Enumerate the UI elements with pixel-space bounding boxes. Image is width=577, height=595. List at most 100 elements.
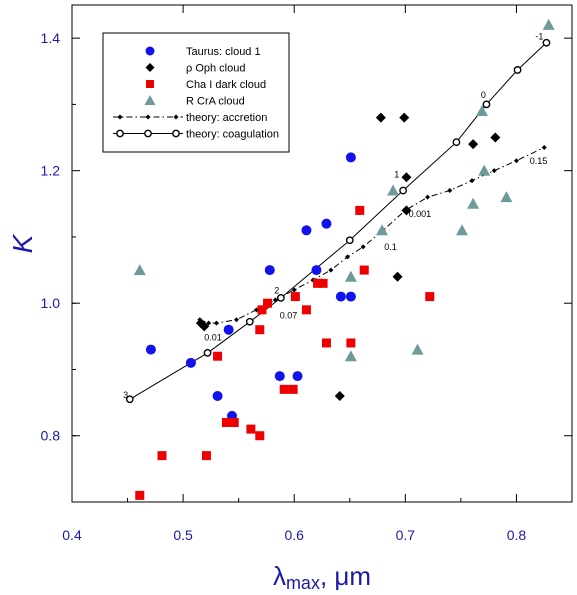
cha-i-point [346,338,356,348]
taurus-point [185,357,196,368]
coagulation-point [542,38,551,47]
taurus-point [345,152,356,163]
cha-i-point [359,265,369,275]
legend-line-marker-accretion [145,114,151,120]
x-tick-label: 0.4 [62,527,82,543]
cha-i-point [318,278,328,288]
x-axis-label-unit: , μm [320,561,371,591]
r-cra-point [478,164,491,176]
annotation-label: 1 [394,169,399,179]
r-cra-point [387,184,400,196]
annotation-label: 0.07 [280,310,298,320]
y-tick-label: 1.4 [41,30,61,46]
coagulation-point [203,348,212,357]
coagulation-point [513,66,522,74]
accretion-point [206,320,212,326]
cha-i-point [229,417,239,427]
accretion-point [491,168,497,174]
r-cra-point [476,105,488,117]
legend-line-marker-coagulation [144,129,152,138]
taurus-point [223,324,234,335]
legend-label-accretion: theory: accretion [186,112,267,124]
accretion-point [469,178,475,184]
rho-oph-point [401,205,412,216]
cha-i-point [255,325,265,335]
rho-oph-point [199,321,210,332]
x-tick-label: 0.5 [173,527,193,543]
accretion-point [447,188,453,194]
coagulation-point [345,236,354,245]
cha-i-point [321,338,331,348]
coagulation-point [125,395,134,404]
annotations: 3 0.01 2 0.07 0.1 0.001 1 0 0.15 -1 [123,31,547,400]
cha-i-point [221,417,231,427]
legend-label-rho-oph-point: ρ Oph cloud [186,63,245,75]
cha-i-point [201,451,211,461]
y-tick-labels: 0.8 1.0 1.2 1.4 [41,30,61,444]
accretion-point [360,244,366,250]
legend: Taurus: cloud 1 ρ Oph cloud Cha I dark clo… [102,32,290,153]
legend-marker-rho-oph-point [145,63,155,72]
x-tick-label: 0.6 [284,527,304,543]
cha-i-point [313,278,323,288]
axis-ticks [71,5,572,503]
x-tick-label: 0.8 [507,527,527,543]
annotation-label: 3 [123,390,128,400]
accretion-point [513,158,519,164]
cha-i-point [255,431,265,441]
x-axis-label-sub: max [286,573,320,593]
annotation-label: 0.15 [530,156,548,166]
taurus-point [345,291,356,302]
coagulation-point [245,317,254,326]
r-cra-point [344,350,357,362]
annotation-label: 0.01 [204,332,222,342]
x-axis-label-main: λ [273,561,286,591]
plot-frame [71,4,573,503]
cha-i-point [257,305,267,315]
legend-label-taurus-point: Taurus: cloud 1 [186,46,261,58]
accretion-point [291,287,297,293]
rho-oph-point [468,139,479,150]
r-cra-point [411,343,424,355]
rho-oph-point [399,112,410,123]
annotation-label: 2 [274,285,279,295]
cha-i-point [301,305,311,315]
accretion-point [272,297,278,303]
legend-label-coagulation: theory: coagulation [186,129,279,141]
taurus-point [274,371,285,382]
r-cra-point [456,224,468,236]
cha-i-point [425,292,435,302]
rho-oph-point [334,390,345,401]
legend-line-marker-accretion [173,114,179,120]
x-axis-label: λmax, μm [273,561,371,593]
cha-i-point [288,384,298,394]
accretion-point [541,144,547,150]
x-tick-labels: 0.4 0.5 0.6 0.7 0.8 [62,527,526,543]
accretion-line [199,147,545,324]
y-tick-label: 1.2 [41,163,61,179]
taurus-point [311,265,322,276]
legend-line-marker-accretion [117,114,123,120]
taurus-point [145,344,156,355]
rho-oph-point [490,132,501,143]
legend-line-marker-coagulation [116,129,124,138]
y-tick-label: 0.8 [41,428,61,444]
taurus-point [292,371,303,382]
r-cra-point [500,191,513,203]
taurus-point [301,225,312,236]
x-tick-label: 0.7 [396,527,416,543]
rho-oph-point [401,172,412,183]
accretion-point [213,320,219,326]
cha-i-point [213,351,223,361]
taurus-point [264,265,275,276]
cha-i-point [135,490,145,500]
cha-i-point [355,205,365,215]
legend-box [102,32,290,153]
taurus-point [212,390,223,401]
cha-i-point [246,424,256,434]
annotation-label: -1 [535,31,543,41]
coagulation-point [482,100,491,109]
r-cra-point [133,264,146,276]
r-cra-point [542,18,555,30]
